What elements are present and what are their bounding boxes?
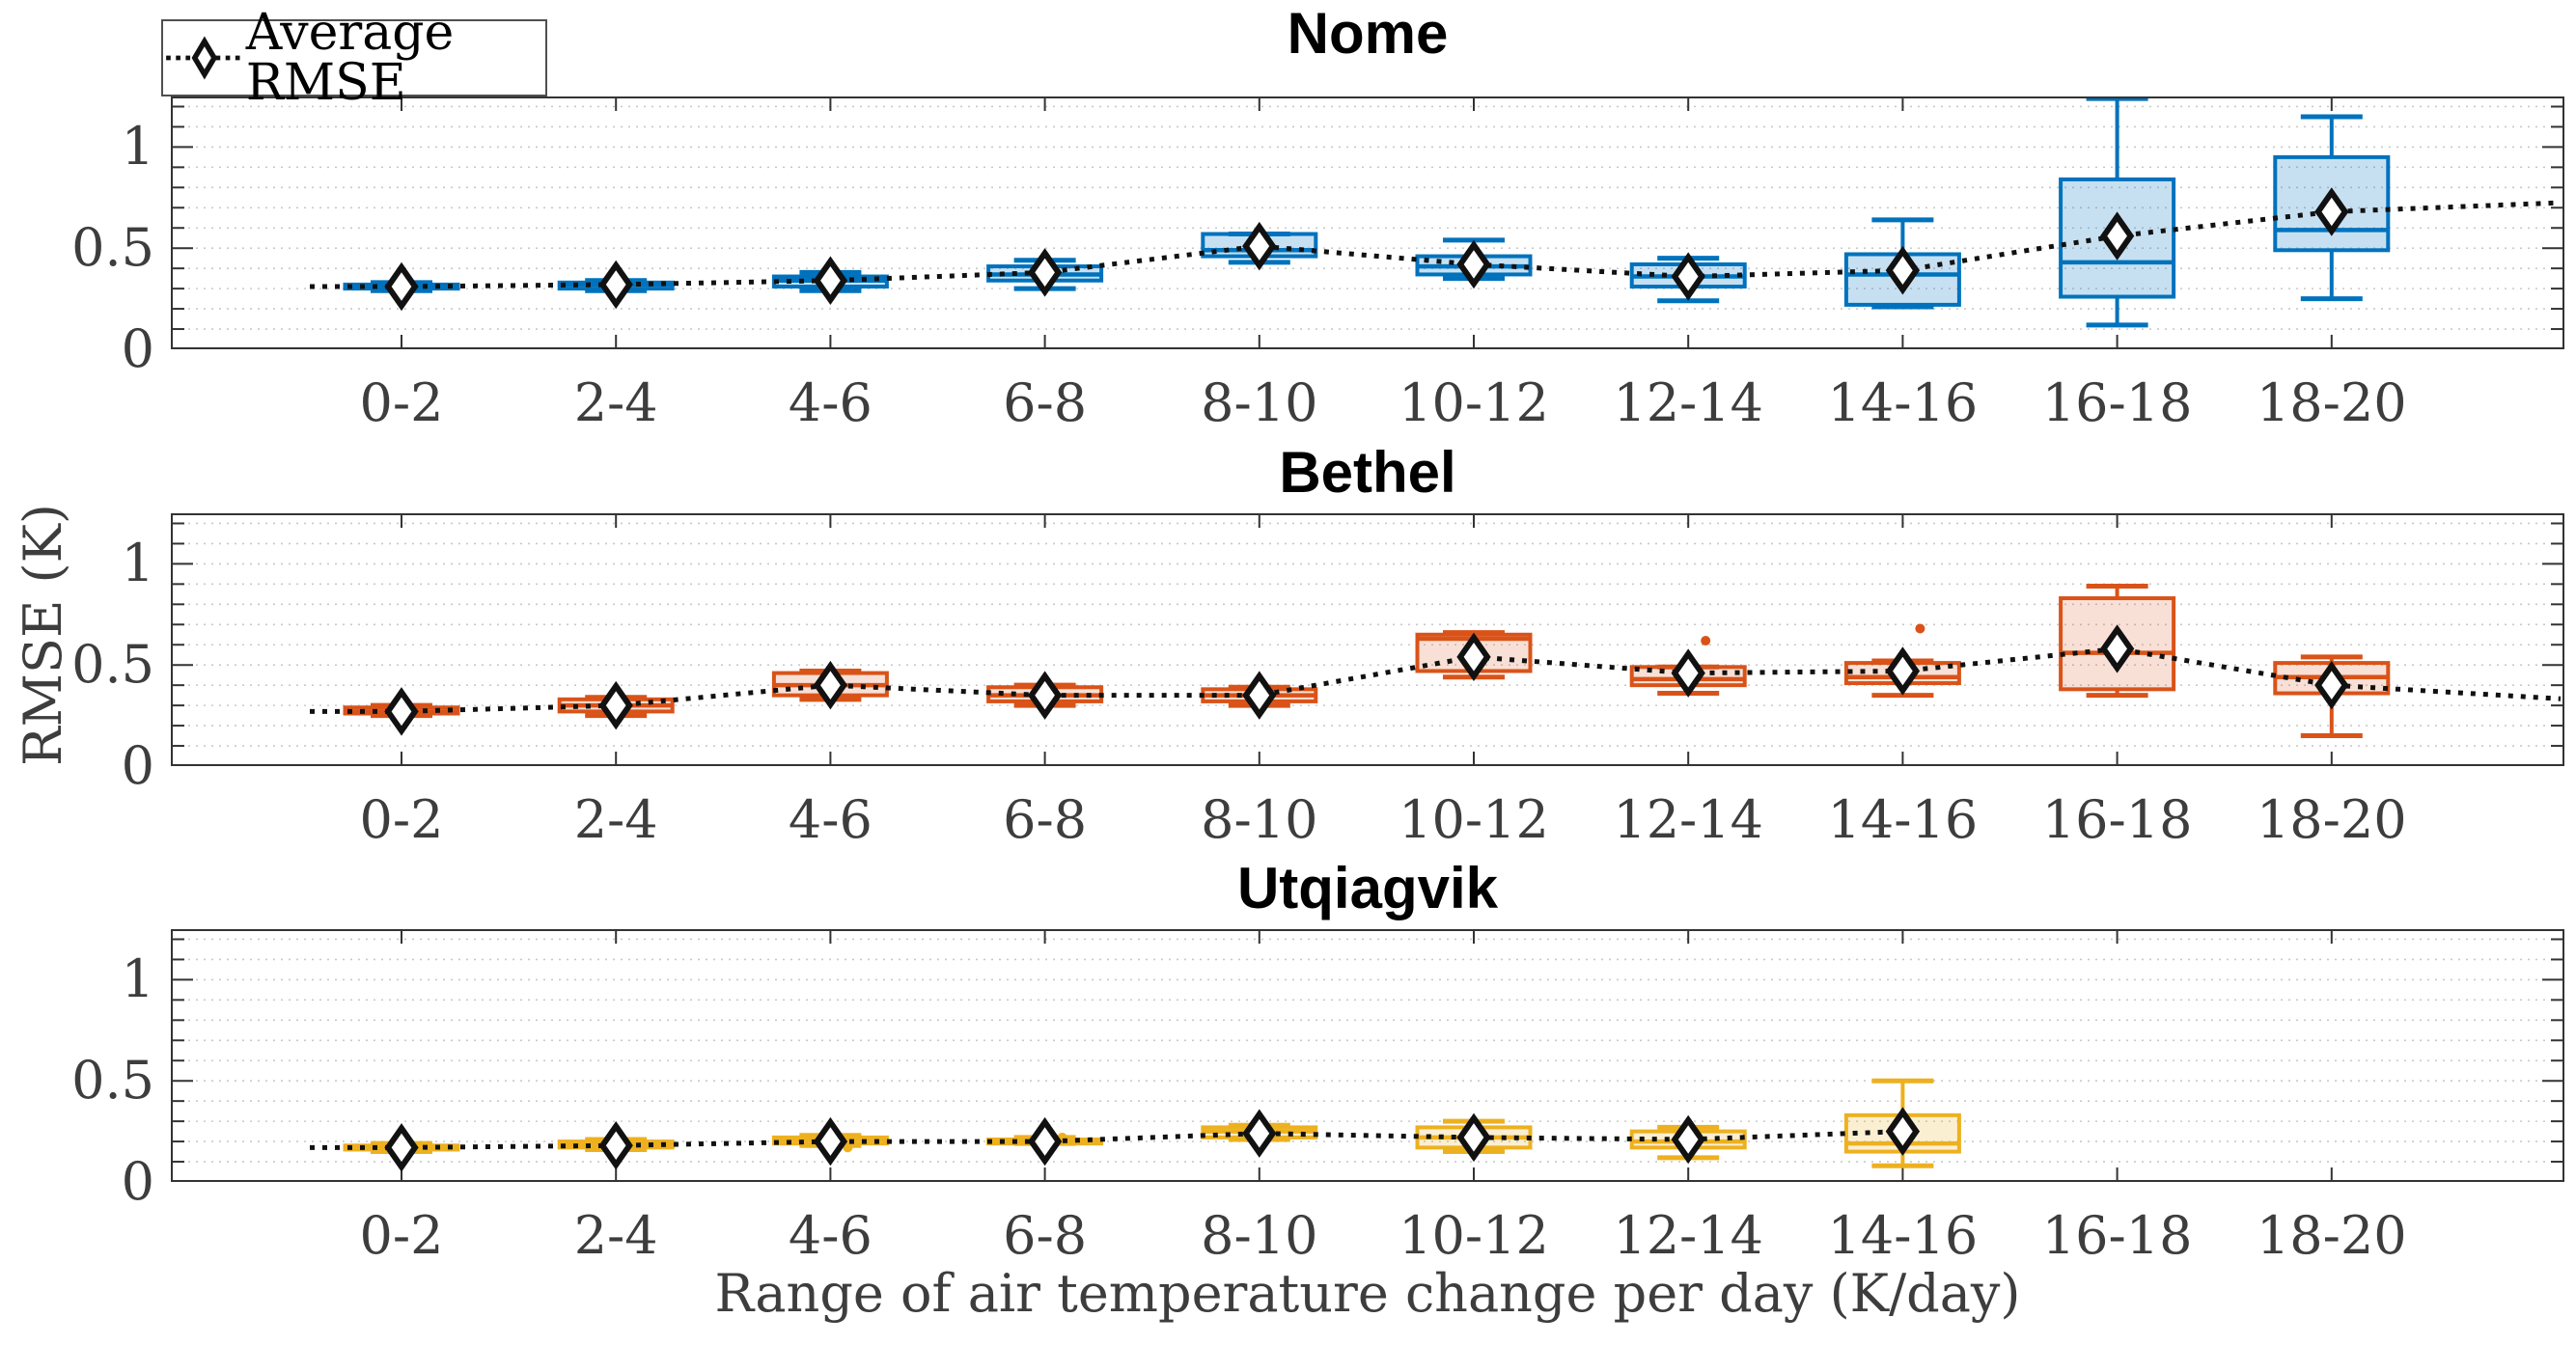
x-tick-label-utqiagvik: 12-14 (1613, 1205, 1764, 1266)
outlier-point (1701, 636, 1711, 646)
average-rmse-marker (1456, 1112, 1491, 1163)
average-rmse-marker (1456, 239, 1491, 289)
x-tick-label-nome: 4-6 (788, 372, 873, 433)
y-tick-label-utqiagvik: 0 (121, 1151, 154, 1212)
average-rmse-marker (2314, 187, 2349, 236)
panel-border (171, 96, 2564, 349)
panel-plot-nome (171, 96, 2564, 349)
x-tick-label-nome: 14-16 (1827, 372, 1979, 433)
x-tick-label-nome: 12-14 (1613, 372, 1764, 433)
average-rmse-marker (384, 1123, 419, 1172)
x-tick-label-bethel: 8-10 (1201, 789, 1318, 850)
average-rmse-marker (598, 260, 633, 310)
panel-border (171, 513, 2564, 766)
outlier-point (843, 1142, 853, 1153)
panel-title-nome: Nome (1287, 1, 1449, 66)
panel-title-utqiagvik: Utqiagvik (1236, 856, 1499, 920)
average-rmse-marker (2314, 660, 2349, 710)
y-tick-label-bethel: 0 (121, 735, 154, 796)
average-rmse-marker (1885, 646, 1921, 696)
x-tick-label-bethel: 14-16 (1827, 789, 1979, 850)
x-tick-label-bethel: 6-8 (1003, 789, 1088, 850)
average-rmse-marker (1027, 248, 1063, 297)
x-tick-label-nome: 18-20 (2256, 372, 2407, 433)
outlier-point (1915, 623, 1925, 634)
x-tick-label-nome: 10-12 (1399, 372, 1549, 433)
legend-label: Average RMSE (245, 4, 455, 112)
average-rmse-marker (1027, 671, 1063, 720)
x-tick-label-utqiagvik: 6-8 (1003, 1205, 1088, 1266)
y-tick-label-utqiagvik: 0.5 (71, 1050, 154, 1112)
x-tick-label-nome: 8-10 (1201, 372, 1318, 433)
x-tick-label-nome: 0-2 (359, 372, 444, 433)
average-rmse-marker (2099, 624, 2135, 673)
x-tick-label-nome: 16-18 (2041, 372, 2193, 433)
x-tick-label-utqiagvik: 16-18 (2041, 1205, 2193, 1266)
average-rmse-marker (598, 1121, 633, 1170)
panel-title-bethel: Bethel (1279, 440, 1456, 505)
panel-plot-bethel (171, 513, 2564, 766)
average-rmse-marker (598, 680, 633, 730)
x-tick-label-utqiagvik: 2-4 (573, 1205, 658, 1266)
average-rmse-line (310, 1129, 1903, 1150)
y-tick-label-nome: 1 (121, 116, 154, 178)
y-tick-label-utqiagvik: 1 (121, 948, 154, 1010)
average-rmse-marker (2099, 211, 2135, 261)
average-rmse-marker (1671, 648, 1705, 698)
y-tick-label-bethel: 0.5 (71, 634, 154, 696)
panel-plot-utqiagvik (171, 929, 2564, 1182)
panel-border (171, 929, 2564, 1182)
average-rmse-marker (813, 1116, 848, 1167)
x-tick-label-utqiagvik: 8-10 (1201, 1205, 1318, 1266)
average-rmse-marker (384, 261, 419, 312)
average-rmse-marker (384, 687, 419, 736)
x-axis-label: Range of air temperature change per day … (714, 1263, 2021, 1324)
legend-marker-icon (166, 36, 243, 80)
average-rmse-marker (1671, 252, 1705, 301)
x-tick-label-nome: 6-8 (1003, 372, 1088, 433)
average-rmse-marker (1885, 246, 1921, 295)
x-tick-label-bethel: 2-4 (573, 789, 658, 850)
x-tick-label-utqiagvik: 14-16 (1827, 1205, 1979, 1266)
x-tick-label-bethel: 18-20 (2256, 789, 2407, 850)
x-tick-label-bethel: 4-6 (788, 789, 873, 850)
average-rmse-marker (1885, 1107, 1921, 1156)
x-tick-label-utqiagvik: 0-2 (359, 1205, 444, 1266)
average-rmse-line (310, 200, 2562, 289)
x-tick-label-utqiagvik: 4-6 (788, 1205, 873, 1266)
x-tick-label-nome: 2-4 (573, 372, 658, 433)
average-rmse-marker (1242, 221, 1277, 271)
x-tick-label-bethel: 12-14 (1613, 789, 1764, 850)
x-tick-label-bethel: 0-2 (359, 789, 444, 850)
x-tick-label-utqiagvik: 10-12 (1399, 1205, 1549, 1266)
average-rmse-marker (813, 660, 848, 710)
y-tick-label-nome: 0 (121, 318, 154, 379)
x-tick-label-utqiagvik: 18-20 (2256, 1205, 2407, 1266)
x-tick-label-bethel: 16-18 (2041, 789, 2193, 850)
average-rmse-marker (1242, 1109, 1277, 1158)
y-tick-label-nome: 0.5 (71, 217, 154, 279)
x-tick-label-bethel: 10-12 (1399, 789, 1549, 850)
average-rmse-marker (813, 256, 848, 305)
average-rmse-marker (1671, 1114, 1705, 1165)
y-tick-label-bethel: 1 (121, 533, 154, 594)
average-rmse-marker (1027, 1116, 1063, 1167)
average-rmse-marker (1242, 671, 1277, 720)
average-rmse-marker (1456, 632, 1491, 682)
legend: Average RMSE (161, 8, 547, 108)
